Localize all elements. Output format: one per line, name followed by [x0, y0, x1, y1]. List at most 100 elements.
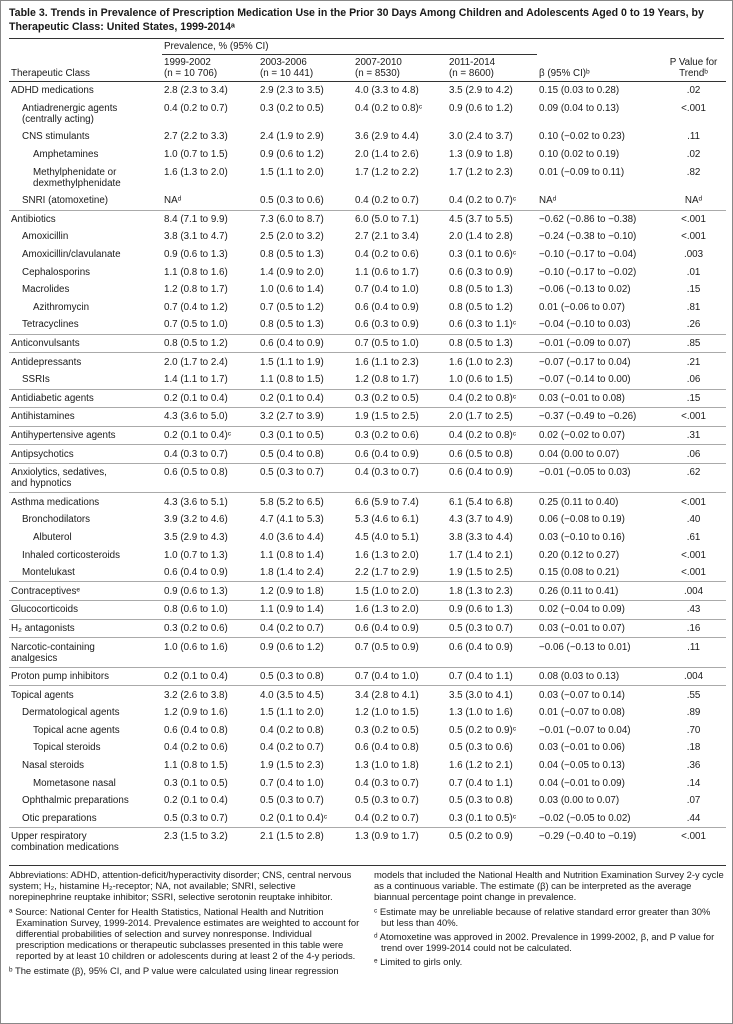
prevalence-cell: 0.7 (0.5 to 1.2) — [260, 301, 324, 313]
prevalence-cell: 0.6 (0.3 to 1.1)ᶜ — [449, 319, 517, 331]
prevalence-cell: 0.3 (0.1 to 0.6)ᶜ — [449, 249, 517, 261]
prevalence-cell: 0.7 (0.5 to 1.0) — [164, 319, 228, 331]
prevalence-cell: 1.3 (0.9 to 1.8) — [449, 149, 513, 161]
prevalence-cell: 1.3 (1.0 to 1.8) — [355, 760, 419, 772]
beta-cell: −0.01 (−0.07 to 0.04) — [539, 724, 631, 736]
beta-cell: 0.04 (0.00 to 0.07) — [537, 444, 662, 464]
class-label: Topical steroids — [33, 742, 101, 754]
prevalence-cell: 0.3 (0.2 to 0.5) — [260, 102, 324, 114]
prevalence-cell: 3.2 (2.6 to 3.8) — [162, 685, 258, 704]
class-label: Azithromycin — [33, 301, 90, 313]
prevalence-cell: 5.8 (5.2 to 6.5) — [258, 492, 353, 512]
p-value: <.001 — [681, 231, 706, 243]
p-value: .89 — [686, 707, 701, 719]
footnotes: Abbreviations: ADHD, attention-deficit/h… — [9, 865, 726, 979]
prevalence-cell: 1.6 (1.0 to 2.3) — [447, 352, 538, 371]
beta-cell: 0.03 (−0.01 to 0.07) — [537, 618, 662, 638]
prevalence-cell: 0.4 (0.2 to 0.6) — [164, 742, 228, 754]
header-cell — [661, 39, 726, 55]
prevalence-cell: 4.3 (3.6 to 5.1) — [162, 492, 258, 512]
p-value: .02 — [686, 149, 701, 161]
prevalence-cell: 1.5 (1.1 to 2.0) — [260, 166, 324, 178]
beta-cell: NAᵈ — [539, 195, 557, 207]
class-label: Nasal steroids — [22, 760, 85, 772]
table-row: Narcotic-containing analgesics 1.0 (0.6 t… — [9, 637, 727, 668]
prevalence-cell: 1.7 (1.2 to 2.2) — [355, 166, 419, 178]
prevalence-cell: 4.5 (4.0 to 5.1) — [355, 531, 419, 543]
prevalence-cell: 0.4 (0.2 to 0.8)ᶜ — [355, 102, 423, 114]
prevalence-cell: 0.4 (0.2 to 0.6) — [355, 249, 419, 261]
prevalence-cell: 0.8 (0.5 to 1.3) — [447, 333, 538, 353]
prevalence-cell: 0.3 (0.1 to 0.5) — [164, 777, 228, 789]
header-period: 2007-2010 (n = 8530) — [353, 54, 447, 82]
p-value: <.001 — [661, 209, 727, 229]
table-row: Amoxicillin 3.8 (3.1 to 4.7) 2.5 (2.0 to 3… — [9, 228, 726, 246]
class-label: SSRIs — [22, 374, 50, 386]
prevalence-cell: 1.2 (0.8 to 1.7) — [355, 374, 419, 386]
p-value: .21 — [661, 352, 727, 371]
p-value: NAᵈ — [684, 195, 703, 207]
p-value: .02 — [686, 85, 701, 97]
prevalence-cell: 0.3 (0.2 to 0.5) — [353, 388, 447, 408]
beta-cell: −0.10 (−0.17 to −0.04) — [539, 249, 637, 261]
prevalence-cell: 1.0 (0.7 to 1.3) — [164, 549, 228, 561]
prevalence-cell: 0.8 (0.6 to 1.0) — [162, 600, 258, 620]
prevalence-cell: 2.3 (1.5 to 3.2) — [162, 827, 258, 857]
class-label: Amphetamines — [33, 149, 99, 161]
prevalence-cell: 1.1 (0.8 to 1.4) — [260, 549, 324, 561]
prevalence-cell: 0.3 (0.2 to 0.6) — [162, 618, 258, 638]
prevalence-cell: 3.4 (2.8 to 4.1) — [353, 685, 447, 704]
prevalence-cell: 0.6 (0.5 to 0.8) — [447, 444, 538, 464]
p-value: .11 — [661, 637, 727, 668]
prevalence-cell: 1.0 (0.6 to 1.6) — [162, 637, 258, 668]
prevalence-cell: 2.0 (1.7 to 2.4) — [162, 352, 258, 371]
prevalence-cell: 0.6 (0.4 to 0.8) — [164, 724, 228, 736]
p-value: .82 — [686, 166, 701, 178]
p-value: <.001 — [681, 549, 706, 561]
prevalence-cell: 0.2 (0.1 to 0.4) — [164, 795, 228, 807]
prevalence-cell: 0.4 (0.2 to 0.7) — [164, 102, 228, 114]
table-row: Proton pump inhibitors 0.2 (0.1 to 0.4) 0.… — [9, 666, 727, 686]
prevalence-cell: 0.5 (0.4 to 0.8) — [258, 444, 353, 464]
class-label: Montelukast — [22, 567, 75, 579]
class-label: Albuterol — [33, 531, 72, 543]
footnote: ᵈ Atomoxetine was approved in 2002. Prev… — [374, 931, 715, 954]
table-row: Montelukast 0.6 (0.4 to 0.9) 1.8 (1.4 to 2… — [9, 564, 726, 582]
table-row: Inhaled corticosteroids 1.0 (0.7 to 1.3) 1… — [9, 546, 726, 564]
prevalence-cell: 0.6 (0.4 to 0.9) — [355, 301, 419, 313]
p-value: <.001 — [661, 492, 727, 512]
prevalence-cell: 3.5 (2.9 to 4.3) — [164, 531, 228, 543]
footnote: ᵉ Limited to girls only. — [374, 956, 463, 968]
table-row: Amphetamines 1.0 (0.7 to 1.5) 0.9 (0.6 to … — [9, 146, 726, 164]
prevalence-cell: 0.7 (0.4 to 1.1) — [447, 666, 538, 686]
class-label: Mometasone nasal — [33, 777, 116, 789]
class-label: Antidepressants — [9, 352, 162, 371]
class-label: Antihypertensive agents — [9, 425, 162, 445]
p-value: .11 — [687, 131, 700, 143]
prevalence-cell: 1.9 (1.5 to 2.3) — [260, 760, 324, 772]
prevalence-cell: 0.5 (0.3 to 0.6) — [260, 195, 324, 207]
table-row: Antiadrenergic agents (centrally acting)… — [9, 100, 726, 129]
p-value: .18 — [686, 742, 701, 754]
prevalence-cell: 3.6 (2.9 to 4.4) — [355, 131, 419, 143]
table-row: Cephalosporins 1.1 (0.8 to 1.6) 1.4 (0.9 t… — [9, 263, 726, 281]
beta-cell: 0.03 (−0.01 to 0.06) — [539, 742, 625, 754]
prevalence-cell: 1.5 (1.0 to 2.0) — [353, 581, 447, 601]
prevalence-cell: 1.2 (0.9 to 1.8) — [258, 581, 353, 601]
p-value: .07 — [686, 795, 701, 807]
prevalence-cell: 1.1 (0.8 to 1.5) — [164, 760, 228, 772]
prevalence-cell: 0.9 (0.6 to 1.3) — [164, 249, 228, 261]
class-label: Inhaled corticosteroids — [22, 549, 121, 561]
beta-cell: 0.03 (0.00 to 0.07) — [539, 795, 620, 807]
period-n: (n = 8530) — [355, 68, 400, 79]
beta-cell: 0.25 (0.11 to 0.40) — [537, 492, 662, 512]
beta-cell: 0.09 (0.04 to 0.13) — [539, 102, 620, 114]
class-label: Asthma medications — [9, 492, 162, 512]
beta-cell: 0.04 (−0.01 to 0.09) — [539, 777, 625, 789]
period-n: (n = 10 441) — [260, 68, 314, 79]
prevalence-cell: 0.8 (0.5 to 1.3) — [260, 249, 324, 261]
prevalence-cell: 2.0 (1.4 to 2.6) — [355, 149, 419, 161]
footnote: ᵃ Source: National Center for Health Sta… — [9, 905, 360, 962]
class-label: Contraceptivesᵉ — [9, 581, 162, 601]
prevalence-cell: 0.7 (0.5 to 1.0) — [353, 333, 447, 353]
